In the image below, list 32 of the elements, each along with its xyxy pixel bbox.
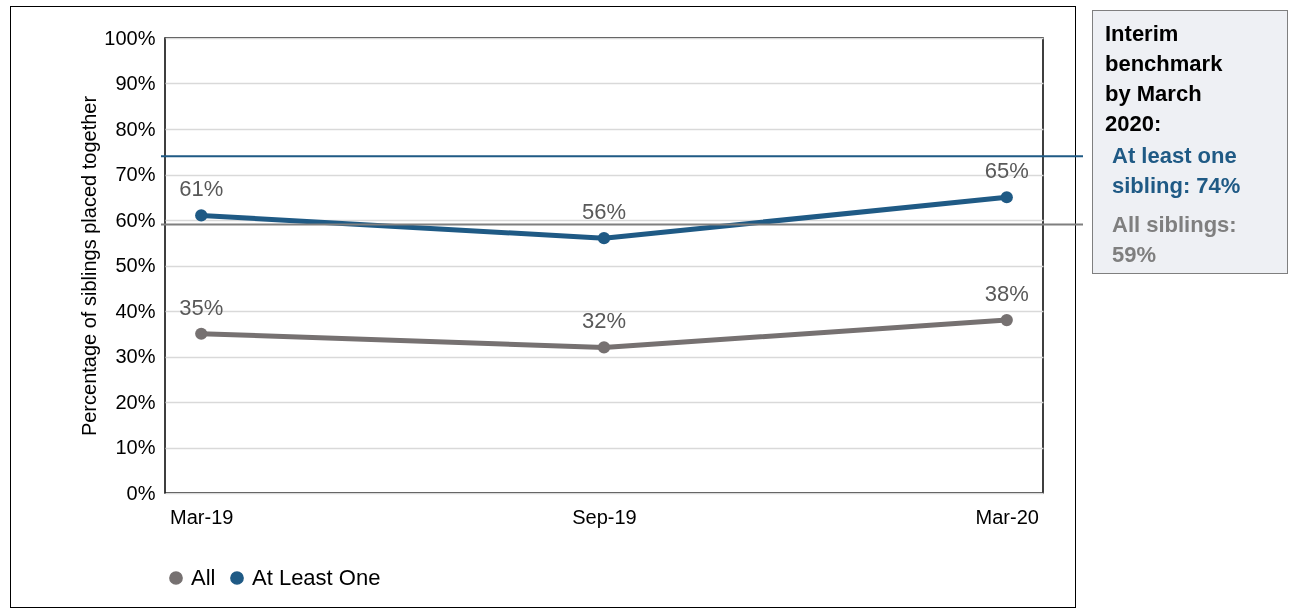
y-tick-label: 50% xyxy=(115,254,156,276)
legend-label: All xyxy=(191,565,216,590)
y-tick-label: 10% xyxy=(115,436,156,458)
point xyxy=(1000,191,1013,204)
data-label: 61% xyxy=(179,176,224,202)
text: Interim benchmark by March 2020: xyxy=(1105,20,1224,138)
y-tick-label: 40% xyxy=(115,299,156,322)
y-tick-label: 80% xyxy=(115,117,156,140)
data-label: 38% xyxy=(984,281,1029,307)
y-tick-label: 20% xyxy=(115,390,156,413)
y-tick-label: 70% xyxy=(115,163,156,185)
y-tick-label: 90% xyxy=(115,72,156,94)
y-axis-title: Percentage of siblings placed together xyxy=(78,95,101,437)
x-tick-label: Mar-20 xyxy=(975,505,1039,528)
y-tick-label: 30% xyxy=(115,345,156,367)
data-label: 35% xyxy=(179,294,224,320)
data-label: 65% xyxy=(984,158,1029,184)
legend-label: At Least One xyxy=(252,565,381,590)
y-tick-label: 0% xyxy=(126,481,156,504)
data-label: 56% xyxy=(581,199,627,225)
ref-line-label: At least one sibling: 74% xyxy=(1112,143,1241,199)
x-tick-label: Mar-19 xyxy=(170,505,234,528)
point xyxy=(195,327,208,340)
point xyxy=(195,209,208,222)
data-label: 32% xyxy=(581,308,627,334)
point xyxy=(1000,313,1013,327)
ref-line-label: All siblings: 59% xyxy=(1112,211,1237,267)
y-tick-label: 100% xyxy=(104,26,156,49)
point xyxy=(597,341,611,354)
y-tick-label: 60% xyxy=(115,208,156,231)
point xyxy=(597,232,611,245)
x-tick-label: Sep-19 xyxy=(572,505,637,528)
